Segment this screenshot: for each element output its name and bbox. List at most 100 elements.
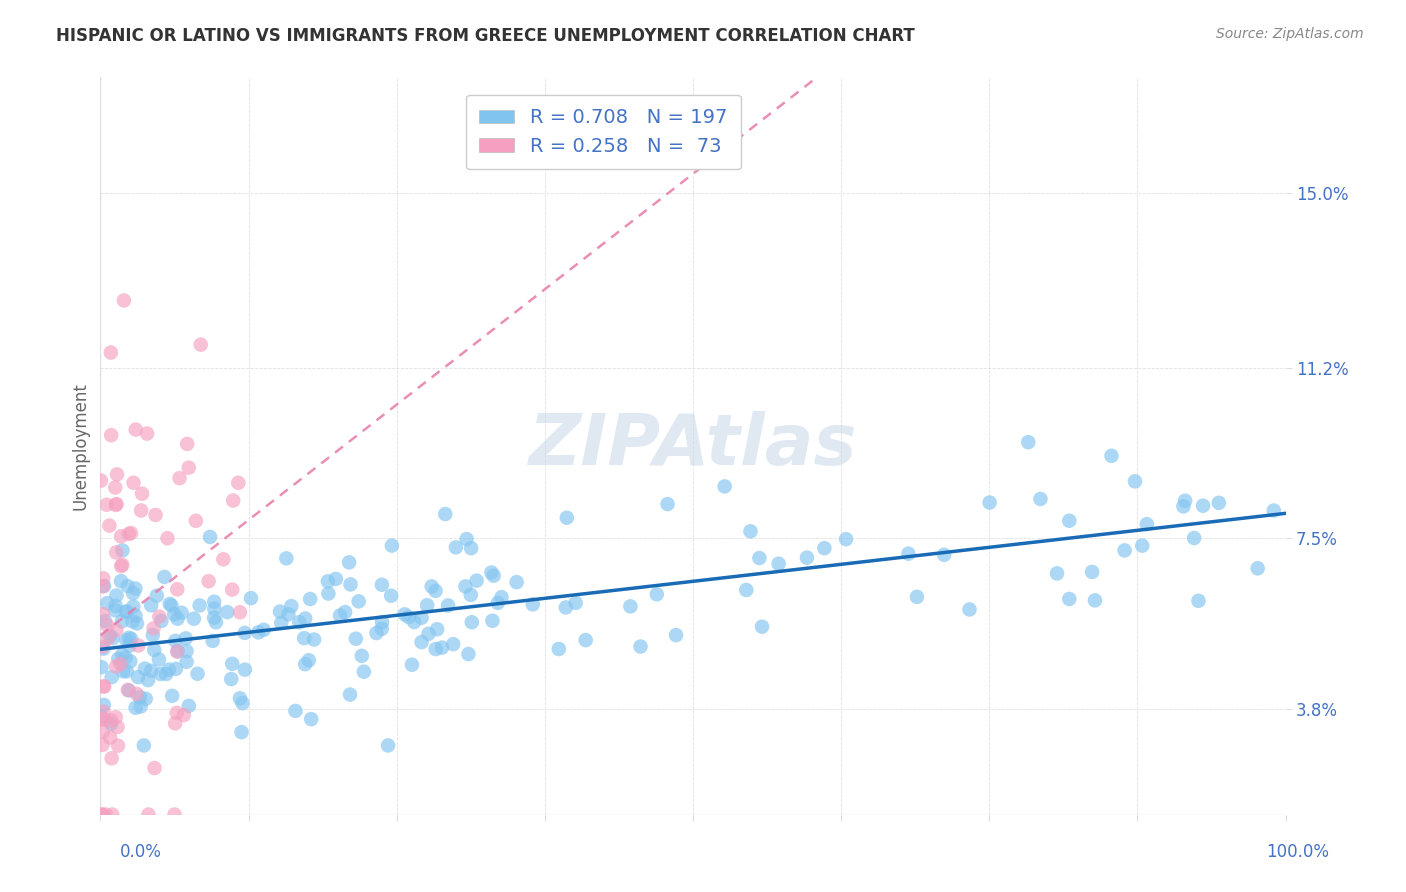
Point bbox=[122, 586, 145, 600]
Point bbox=[104, 603, 127, 617]
Point bbox=[136, 673, 159, 687]
Point bbox=[233, 663, 256, 677]
Point bbox=[104, 599, 127, 613]
Point bbox=[124, 608, 146, 623]
Point bbox=[645, 587, 668, 601]
Point bbox=[100, 670, 122, 684]
Point bbox=[91, 579, 114, 593]
Point bbox=[247, 625, 270, 640]
Point bbox=[1123, 475, 1146, 489]
Point bbox=[619, 599, 641, 614]
Point bbox=[377, 739, 399, 753]
Point bbox=[575, 633, 598, 648]
Point bbox=[166, 644, 188, 658]
Point bbox=[370, 622, 392, 636]
Point bbox=[93, 679, 115, 693]
Point bbox=[280, 599, 302, 614]
Point bbox=[165, 662, 187, 676]
Point bbox=[142, 621, 165, 635]
Point bbox=[100, 751, 122, 765]
Point bbox=[1182, 531, 1205, 545]
Point bbox=[124, 582, 146, 596]
Point bbox=[176, 644, 198, 658]
Point bbox=[117, 682, 139, 697]
Point bbox=[460, 541, 482, 556]
Point bbox=[173, 708, 195, 723]
Point bbox=[90, 807, 112, 822]
Point bbox=[333, 605, 356, 619]
Point bbox=[202, 611, 225, 625]
Point bbox=[121, 615, 143, 629]
Point bbox=[93, 713, 115, 727]
Point bbox=[201, 633, 224, 648]
Point bbox=[112, 293, 135, 308]
Point bbox=[630, 640, 652, 654]
Point bbox=[110, 559, 132, 574]
Point bbox=[93, 705, 115, 719]
Point bbox=[163, 607, 186, 622]
Point bbox=[118, 639, 141, 653]
Point bbox=[183, 612, 205, 626]
Point bbox=[176, 437, 198, 451]
Point bbox=[1192, 499, 1215, 513]
Point bbox=[155, 667, 177, 681]
Point bbox=[107, 652, 129, 666]
Text: 100.0%: 100.0% bbox=[1265, 843, 1329, 861]
Point bbox=[1263, 503, 1285, 517]
Point bbox=[337, 555, 360, 569]
Point bbox=[169, 471, 191, 485]
Point bbox=[166, 582, 188, 597]
Point bbox=[221, 657, 243, 671]
Point bbox=[107, 720, 129, 734]
Point bbox=[190, 337, 212, 351]
Point bbox=[170, 606, 193, 620]
Point bbox=[105, 467, 128, 482]
Point bbox=[118, 631, 141, 645]
Point bbox=[166, 706, 188, 720]
Point bbox=[122, 599, 145, 614]
Point bbox=[93, 698, 115, 712]
Point bbox=[134, 662, 156, 676]
Point bbox=[127, 639, 149, 653]
Point bbox=[104, 710, 127, 724]
Point bbox=[398, 610, 420, 624]
Point bbox=[381, 539, 404, 553]
Point bbox=[212, 552, 235, 566]
Point bbox=[105, 497, 128, 511]
Point bbox=[231, 696, 253, 710]
Point bbox=[735, 582, 758, 597]
Point bbox=[104, 498, 127, 512]
Point bbox=[380, 589, 402, 603]
Point bbox=[105, 659, 128, 673]
Point bbox=[136, 426, 159, 441]
Point bbox=[125, 687, 148, 701]
Point bbox=[441, 637, 464, 651]
Point bbox=[401, 657, 423, 672]
Point bbox=[299, 712, 322, 726]
Point bbox=[94, 807, 117, 822]
Point bbox=[813, 541, 835, 556]
Point bbox=[166, 612, 188, 626]
Point bbox=[150, 614, 173, 628]
Point bbox=[111, 648, 134, 662]
Point bbox=[122, 475, 145, 490]
Point bbox=[1208, 496, 1230, 510]
Point bbox=[120, 654, 142, 668]
Point bbox=[104, 481, 127, 495]
Point bbox=[298, 653, 321, 667]
Point bbox=[141, 664, 163, 678]
Point bbox=[277, 607, 299, 622]
Point bbox=[90, 660, 112, 674]
Point bbox=[460, 588, 482, 602]
Point bbox=[143, 761, 166, 775]
Point bbox=[97, 632, 120, 646]
Point bbox=[454, 579, 477, 593]
Point bbox=[94, 614, 117, 628]
Point bbox=[129, 699, 152, 714]
Point bbox=[100, 428, 122, 442]
Point bbox=[226, 475, 249, 490]
Point bbox=[165, 633, 187, 648]
Point bbox=[1029, 491, 1052, 506]
Point bbox=[339, 688, 361, 702]
Point bbox=[159, 597, 181, 611]
